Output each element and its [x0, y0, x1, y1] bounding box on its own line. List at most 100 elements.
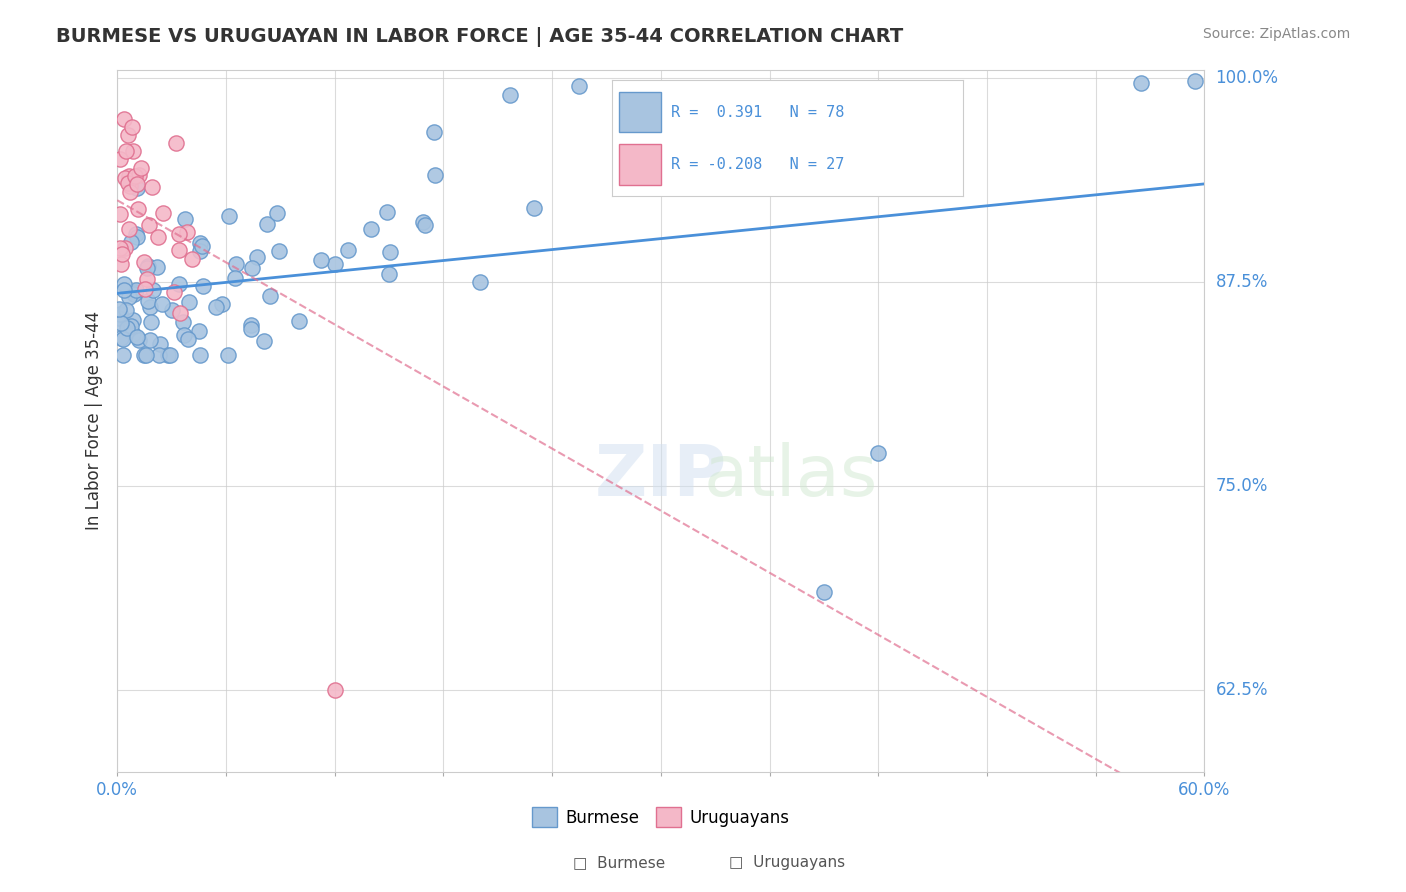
Point: [177, 295, 200, 310]
Point: [218, 210, 240, 224]
Point: [115, 321, 138, 335]
Legend: Burmese, Uruguayans: Burmese, Uruguayans: [526, 800, 796, 834]
Point: [110, 307, 132, 321]
Point: [138, 218, 160, 232]
Point: [173, 328, 195, 343]
Point: [188, 348, 211, 362]
Point: [125, 283, 148, 297]
Text: 87.5%: 87.5%: [1216, 273, 1268, 291]
Point: [162, 302, 184, 317]
Point: [177, 332, 200, 346]
Point: [112, 283, 135, 297]
Point: [240, 318, 263, 332]
Point: [375, 205, 398, 219]
Point: [253, 334, 276, 349]
Point: [128, 169, 150, 183]
Point: [499, 87, 522, 102]
Point: [256, 218, 278, 232]
Point: [163, 285, 186, 299]
Point: [323, 683, 346, 698]
Text: ZIP: ZIP: [595, 442, 727, 511]
Point: [323, 257, 346, 271]
Point: [117, 128, 139, 142]
Point: [110, 257, 132, 271]
Point: [259, 288, 281, 302]
Point: [118, 185, 141, 199]
Point: [188, 236, 211, 251]
Point: [167, 277, 190, 292]
Point: [112, 277, 135, 292]
Point: [117, 177, 139, 191]
Point: [224, 270, 246, 285]
Point: [813, 585, 835, 599]
Point: [157, 348, 180, 362]
Point: [108, 207, 131, 221]
Text: R = -0.208   N = 27: R = -0.208 N = 27: [672, 157, 845, 172]
Bar: [619, 144, 661, 185]
Point: [135, 271, 157, 285]
Point: [118, 222, 141, 236]
Point: [108, 242, 131, 256]
Point: [190, 244, 212, 259]
Point: [187, 324, 209, 338]
Point: [176, 225, 198, 239]
Point: [378, 244, 401, 259]
Point: [159, 348, 181, 362]
Point: [108, 302, 131, 317]
Point: [118, 290, 141, 304]
Point: [149, 336, 172, 351]
Point: [111, 247, 134, 261]
Point: [422, 125, 444, 139]
Point: [468, 275, 491, 289]
Point: [134, 348, 156, 362]
Point: [114, 241, 136, 255]
Bar: [619, 92, 661, 132]
Point: [167, 227, 190, 241]
Point: [211, 297, 233, 311]
Point: [115, 145, 138, 159]
Point: [127, 330, 149, 344]
Text: R =  0.391   N = 78: R = 0.391 N = 78: [672, 105, 845, 120]
Point: [110, 153, 132, 167]
Point: [868, 446, 890, 460]
Text: atlas: atlas: [704, 442, 879, 511]
Point: [139, 333, 162, 347]
Point: [239, 321, 262, 335]
Point: [225, 257, 247, 271]
Point: [181, 252, 204, 266]
Point: [337, 243, 360, 257]
Point: [167, 243, 190, 257]
Point: [152, 206, 174, 220]
Text: 75.0%: 75.0%: [1216, 477, 1268, 495]
Point: [127, 202, 149, 216]
Point: [568, 78, 591, 93]
Point: [166, 136, 188, 150]
Text: Source: ZipAtlas.com: Source: ZipAtlas.com: [1202, 27, 1350, 41]
Text: BURMESE VS URUGUAYAN IN LABOR FORCE | AGE 35-44 CORRELATION CHART: BURMESE VS URUGUAYAN IN LABOR FORCE | AG…: [56, 27, 904, 46]
Point: [114, 302, 136, 317]
Point: [121, 312, 143, 326]
Point: [191, 279, 214, 293]
Point: [127, 177, 149, 191]
Point: [110, 316, 132, 330]
Point: [138, 259, 160, 273]
Point: [134, 255, 156, 269]
Point: [309, 252, 332, 267]
Point: [169, 305, 191, 319]
Point: [108, 310, 131, 325]
Point: [127, 229, 149, 244]
Point: [138, 294, 160, 309]
Point: [413, 218, 436, 232]
Point: [135, 348, 157, 362]
Point: [412, 215, 434, 229]
Point: [217, 348, 239, 362]
Point: [146, 260, 169, 274]
Text: □  Uruguayans: □ Uruguayans: [730, 855, 845, 870]
Point: [266, 206, 288, 220]
Point: [139, 300, 162, 314]
Point: [242, 260, 264, 275]
Point: [114, 171, 136, 186]
Point: [111, 348, 134, 362]
Point: [378, 267, 401, 281]
Text: 62.5%: 62.5%: [1216, 681, 1268, 699]
